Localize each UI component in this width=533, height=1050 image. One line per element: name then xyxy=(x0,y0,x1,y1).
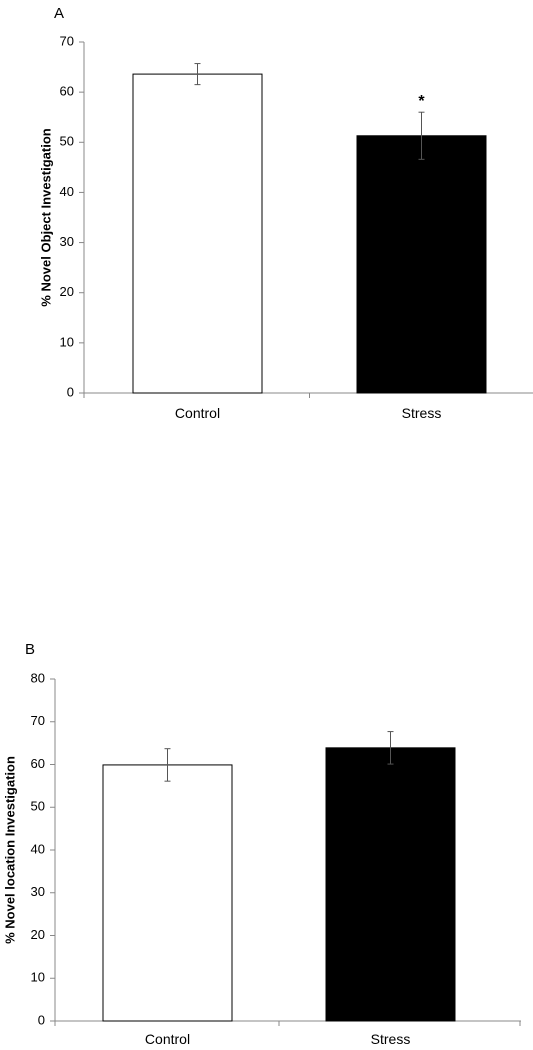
panel-b-x-tick-label-stress: Stress xyxy=(371,1031,411,1047)
panel-a-y-tick-label: 60 xyxy=(60,84,74,99)
panel-a-y-tick-label: 20 xyxy=(60,284,74,299)
panel-b-y-tick-label: 40 xyxy=(31,841,45,856)
panel-b-y-tick-label: 20 xyxy=(31,927,45,942)
panel-a-y-axis-label: % Novel Object Investigation xyxy=(38,128,53,306)
panel-b-x-tick-label-control: Control xyxy=(145,1031,190,1047)
panel-a-y-tick-label: 10 xyxy=(60,334,74,349)
panel-a-significance-annotation: * xyxy=(418,93,425,110)
panel-a-x-tick-label-control: Control xyxy=(175,405,220,421)
panel-b-y-tick-label: 50 xyxy=(31,799,45,814)
panel-b-y-axis-label: % Novel location Investigation xyxy=(2,756,17,944)
panel-a-y-tick-label: 40 xyxy=(60,184,74,199)
panel-a-y-tick-label: 50 xyxy=(60,134,74,149)
panel-b-bar-control xyxy=(102,764,233,1022)
panel-b-y-tick-label: 30 xyxy=(31,884,45,899)
panel-b-y-tick-label: 60 xyxy=(31,756,45,771)
panel-b-y-tick-label: 10 xyxy=(31,970,45,985)
panel-b-y-tick-label: 70 xyxy=(31,713,45,728)
panel-a-bar-control xyxy=(132,73,263,394)
panel-b-panel-label: B xyxy=(25,641,35,658)
panel-a-y-tick-label: 30 xyxy=(60,234,74,249)
panel-a-y-tick-label: 0 xyxy=(67,384,74,399)
panel-b-bar-stress xyxy=(325,747,456,1022)
panel-a-panel-label: A xyxy=(54,5,64,22)
panel-a-chart: A 0 10 20 30 40 50 60 70 % Novel Object Investiga… xyxy=(38,5,533,421)
panel-a-bar-stress xyxy=(356,135,487,394)
panel-b-y-tick-label: 0 xyxy=(38,1012,45,1027)
panel-a-y-tick-label: 70 xyxy=(60,33,74,48)
panel-a-x-tick-label-stress: Stress xyxy=(402,405,442,421)
panel-b-chart: B 0 10 20 30 40 50 60 70 80 % Novel location Inves… xyxy=(2,641,521,1047)
panel-b-y-tick-label: 80 xyxy=(31,670,45,685)
